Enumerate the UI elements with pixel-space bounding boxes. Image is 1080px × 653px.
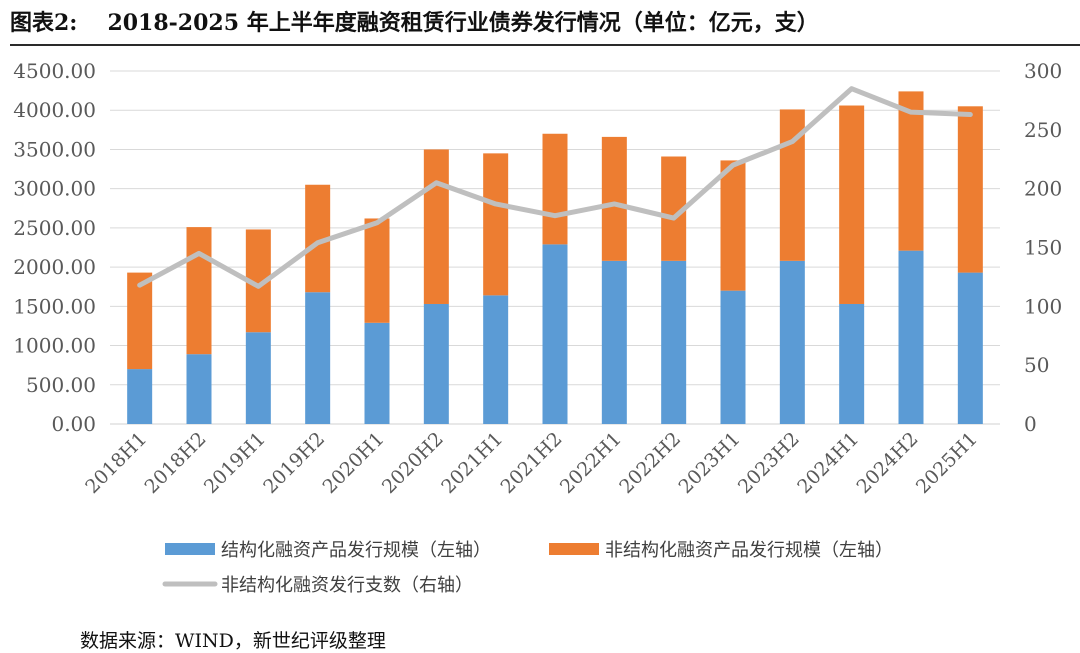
bar-structured <box>661 260 687 424</box>
line-series <box>137 86 973 289</box>
legend: 结构化融资产品发行规模（左轴） 非结构化融资产品发行规模（左轴） 非结构化融资发行支… <box>162 540 893 596</box>
left-tick-label: 0.00 <box>51 412 96 436</box>
bar-non-structured <box>601 136 627 261</box>
right-tick-label: 150 <box>1024 236 1062 260</box>
bar-structured <box>305 292 331 424</box>
x-tick-label: 2020H1 <box>319 428 389 498</box>
left-axis-ticks: 0.00 500.00 1000.00 1500.00 2000.00 2500.00 30… <box>13 59 96 436</box>
x-tick-label: 2023H1 <box>675 428 745 498</box>
x-tick-label: 2023H2 <box>734 428 804 498</box>
data-source-note: 数据来源：WIND，新世纪评级整理 <box>80 630 386 652</box>
bar-non-structured <box>364 218 390 323</box>
x-tick-label: 2018H2 <box>141 428 211 498</box>
legend-swatch <box>549 543 599 555</box>
bar-structured <box>127 369 153 424</box>
figure-number: 图表2: <box>10 10 78 36</box>
x-tick-label: 2018H1 <box>81 428 151 498</box>
left-tick-label: 500.00 <box>26 373 96 397</box>
bar-structured <box>839 303 865 424</box>
bar-structured <box>186 354 212 424</box>
x-tick-label: 2021H2 <box>497 428 567 498</box>
bar-non-structured <box>957 106 983 273</box>
figure-title-text: 2018-2025 年上半年度融资租赁行业债券发行情况（单位：亿元，支） <box>107 10 819 36</box>
right-tick-label: 100 <box>1024 294 1062 318</box>
x-tick-label: 2022H2 <box>615 428 685 498</box>
bar-non-structured <box>423 149 449 304</box>
bar-non-structured <box>720 160 746 291</box>
x-tick-label: 2024H2 <box>853 428 923 498</box>
bar-structured <box>779 260 805 424</box>
bar-series <box>127 91 983 424</box>
legend-count-line: 非结构化融资发行支数（右轴） <box>162 575 473 596</box>
bar-non-structured <box>839 105 865 304</box>
x-tick-label: 2021H1 <box>437 428 507 498</box>
bar-structured <box>957 272 983 424</box>
bar-structured <box>601 260 627 424</box>
chart-title: 图表2: 2018-2025 年上半年度融资租赁行业债券发行情况（单位：亿元，支… <box>10 4 1070 38</box>
legend-label: 非结构化融资产品发行规模（左轴） <box>605 540 893 561</box>
x-tick-label: 2022H1 <box>556 428 626 498</box>
bar-non-structured <box>542 133 568 245</box>
left-tick-label: 3000.00 <box>13 177 96 201</box>
right-tick-label: 0 <box>1024 412 1037 436</box>
legend-structured: 结构化融资产品发行规模（左轴） <box>165 540 491 561</box>
left-tick-label: 4000.00 <box>13 98 96 122</box>
legend-non-structured: 非结构化融资产品发行规模（左轴） <box>549 540 893 561</box>
right-tick-label: 50 <box>1024 353 1049 377</box>
left-tick-label: 1500.00 <box>13 294 96 318</box>
right-tick-label: 200 <box>1024 177 1062 201</box>
bar-structured <box>423 303 449 424</box>
bar-structured <box>245 332 271 424</box>
bar-non-structured <box>186 227 212 355</box>
bar-non-structured <box>127 272 153 370</box>
bar-structured <box>364 322 390 424</box>
bar-structured <box>483 295 509 424</box>
line-count-series <box>137 86 973 289</box>
bar-non-structured <box>898 91 924 251</box>
bar-structured <box>720 290 746 424</box>
left-tick-label: 1000.00 <box>13 334 96 358</box>
legend-label: 非结构化融资发行支数（右轴） <box>221 575 473 596</box>
right-tick-label: 300 <box>1024 59 1062 83</box>
title-divider <box>10 44 1080 46</box>
x-tick-label: 2025H1 <box>912 428 982 498</box>
left-tick-label: 4500.00 <box>13 59 96 83</box>
bar-structured <box>898 250 924 424</box>
bar-non-structured <box>483 153 509 296</box>
x-tick-label: 2019H1 <box>200 428 270 498</box>
x-tick-label: 2020H2 <box>378 428 448 498</box>
left-tick-label: 2000.00 <box>13 255 96 279</box>
legend-swatch <box>165 543 215 555</box>
x-axis: 2018H12018H22019H12019H22020H12020H22021… <box>81 428 982 498</box>
x-tick-label: 2019H2 <box>259 428 329 498</box>
left-tick-label: 3500.00 <box>13 137 96 161</box>
right-axis-ticks: 0 50 100 150 200 250 300 <box>1024 59 1062 436</box>
bond-issuance-chart: 0.00 500.00 1000.00 1500.00 2000.00 2500.00 30… <box>13 59 1062 596</box>
x-tick-label: 2024H1 <box>793 428 863 498</box>
right-tick-label: 250 <box>1024 118 1062 142</box>
legend-label: 结构化融资产品发行规模（左轴） <box>221 540 491 561</box>
bar-structured <box>542 244 568 424</box>
left-tick-label: 2500.00 <box>13 216 96 240</box>
